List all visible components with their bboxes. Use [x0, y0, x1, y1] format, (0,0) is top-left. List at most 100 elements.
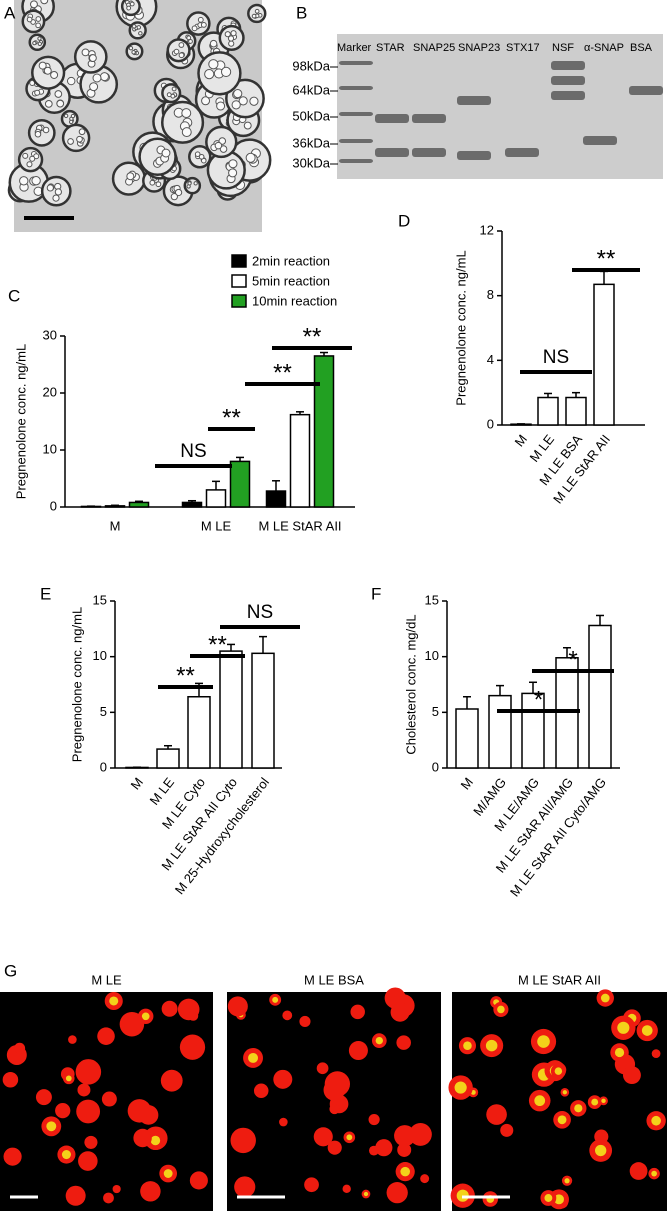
- y-tick-label: 8: [487, 287, 494, 302]
- red-particle: [369, 1145, 379, 1156]
- y-axis-label: Pregnenolone conc. ng/mL: [453, 250, 468, 405]
- vesicle: [37, 36, 42, 41]
- lane-label: BSA: [630, 42, 653, 54]
- vesicle: [34, 130, 42, 138]
- y-tick-label: 15: [425, 592, 439, 607]
- vesicle: [197, 16, 204, 23]
- x-tick-label: M: [128, 775, 146, 793]
- red-particle: [397, 1143, 412, 1157]
- vesicle: [76, 135, 83, 143]
- red-particle: [350, 1004, 365, 1020]
- lane-label: STX17: [506, 42, 540, 54]
- red-particle: [227, 996, 248, 1017]
- vesicle: [174, 188, 183, 197]
- significance-label: NS: [543, 347, 569, 368]
- gel-band: [412, 114, 446, 123]
- yellow-core: [150, 1135, 161, 1146]
- yellow-core: [463, 1041, 472, 1050]
- red-particle: [316, 1062, 329, 1075]
- vesicle: [38, 61, 47, 70]
- bar: [588, 624, 612, 769]
- yellow-core: [614, 1047, 625, 1058]
- vesicle: [67, 138, 74, 145]
- yellow-core: [163, 1169, 173, 1178]
- y-tick-label: 5: [100, 704, 107, 719]
- yellow-core: [363, 1191, 369, 1197]
- vesicle: [198, 153, 205, 160]
- vesicle: [56, 99, 65, 108]
- vesicle: [204, 69, 215, 80]
- lane-label: NSF: [552, 42, 574, 54]
- vesicle: [136, 25, 142, 30]
- legend-label: 10min reaction: [252, 293, 337, 308]
- red-particle: [409, 1123, 432, 1146]
- vesicle: [37, 41, 42, 46]
- red-particle: [234, 1176, 256, 1198]
- red-particle: [622, 1066, 641, 1085]
- lane-label: α-SNAP: [584, 42, 624, 54]
- red-particle: [84, 1135, 98, 1149]
- vesicle: [78, 128, 86, 136]
- yellow-core: [617, 1021, 630, 1034]
- gel-band: [551, 61, 585, 70]
- red-particle: [3, 1147, 22, 1166]
- vesicle: [70, 113, 76, 119]
- vesicle: [68, 119, 74, 125]
- red-particle: [127, 1099, 152, 1123]
- vesicle: [32, 40, 37, 46]
- panel-label: A: [4, 3, 16, 22]
- vesicle: [30, 0, 38, 9]
- red-particle: [179, 1034, 206, 1060]
- vesicle: [228, 40, 235, 47]
- vesicle: [131, 24, 137, 29]
- yellow-core: [595, 1144, 607, 1157]
- vesicle: [243, 121, 252, 130]
- lane-label: Marker: [337, 42, 372, 54]
- vesicle: [128, 45, 134, 51]
- red-particle: [112, 1184, 121, 1194]
- image-title: M LE: [91, 972, 122, 987]
- yellow-core: [544, 1194, 553, 1202]
- gel-band: [457, 151, 491, 160]
- vesicle: [50, 70, 59, 79]
- vesicle: [40, 0, 49, 5]
- micrograph-a: [7, 0, 272, 232]
- vesicle: [43, 66, 52, 75]
- red-particle: [2, 1072, 19, 1088]
- vesicle: [52, 194, 60, 202]
- bar: [80, 505, 102, 508]
- vesicle: [92, 73, 102, 83]
- lane-label: SNAP25: [413, 42, 455, 54]
- vesicle: [34, 89, 41, 96]
- vesicle: [233, 89, 243, 99]
- significance-label: **: [597, 245, 616, 272]
- red-particle: [189, 1171, 208, 1190]
- yellow-core: [272, 996, 279, 1003]
- yellow-core: [591, 1098, 599, 1106]
- vesicle: [66, 76, 76, 86]
- vesicle: [63, 113, 69, 119]
- cell: [27, 118, 56, 147]
- red-particle: [230, 1127, 256, 1154]
- yellow-core: [109, 996, 119, 1006]
- cell: [138, 137, 177, 177]
- yellow-core: [46, 1121, 57, 1132]
- yellow-core: [562, 1090, 567, 1095]
- gel-band: [339, 61, 373, 65]
- vesicle: [166, 92, 172, 98]
- y-tick-label: 10: [93, 648, 107, 663]
- yellow-core: [375, 1036, 383, 1045]
- bar: [125, 766, 149, 769]
- x-tick-label: M LE: [201, 518, 232, 533]
- y-tick-label: 12: [480, 222, 494, 237]
- fluorescence-images: [0, 987, 667, 1211]
- gel-band: [505, 148, 539, 157]
- yellow-core: [454, 1081, 467, 1094]
- gel-band: [339, 112, 373, 116]
- vesicle: [245, 152, 256, 163]
- x-tick-label: M LE StAR AII: [258, 518, 341, 533]
- vesicle: [26, 16, 33, 23]
- bar: [265, 490, 287, 508]
- significance-label: NS: [247, 602, 273, 623]
- vesicle: [138, 31, 143, 36]
